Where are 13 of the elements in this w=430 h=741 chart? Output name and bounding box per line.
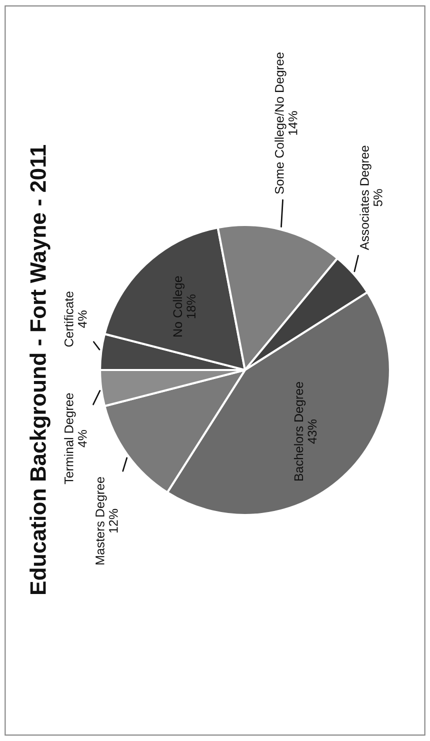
slice-label: Some College/No Degree	[274, 52, 286, 194]
text: Education Background - Fort Wayne - 2011	[30, 145, 50, 594]
data-label: 4%	[78, 310, 87, 328]
slice-label: Masters Degree	[96, 477, 107, 564]
data-label: 5%	[374, 189, 382, 206]
data-label: 43%	[308, 419, 317, 444]
data-label: 4%	[78, 430, 87, 448]
slice-label: Associates Degree	[360, 146, 372, 250]
slice-label: Terminal Degree	[64, 393, 76, 484]
data-label: 14%	[288, 111, 298, 135]
slice-label: Certificate	[64, 292, 74, 347]
slice-label: Bachelors Degree	[294, 382, 306, 481]
data-label: 12%	[108, 508, 118, 533]
